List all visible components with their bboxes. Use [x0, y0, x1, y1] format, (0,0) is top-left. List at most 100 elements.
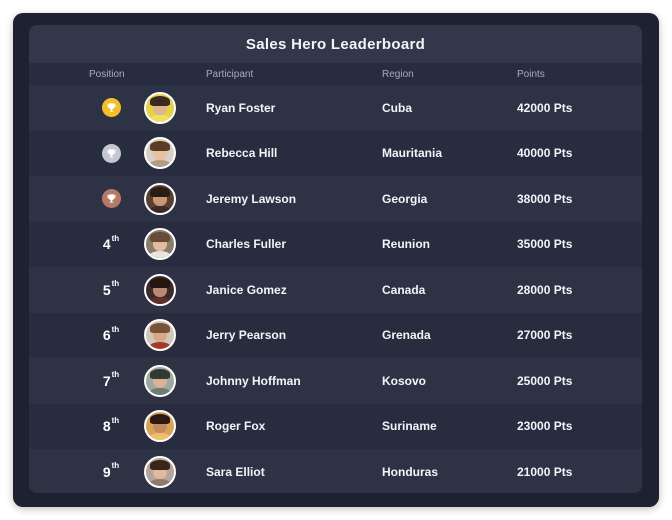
column-header-position[interactable]: Position — [89, 69, 125, 80]
table-row[interactable]: Rebecca Hill Mauritania 40000 Pts — [29, 130, 642, 177]
avatar[interactable] — [144, 364, 176, 397]
rank-number: 9th — [102, 461, 119, 480]
trophy-icon — [106, 193, 117, 204]
region-value: Reunion — [382, 237, 430, 252]
avatar-body — [148, 342, 172, 350]
points-value: 35000 Pts — [517, 237, 573, 252]
region-value: Canada — [382, 282, 426, 297]
table-row[interactable]: Ryan Foster Cuba 42000 Pts — [29, 85, 642, 131]
rank-value: 8 — [102, 418, 111, 435]
region-value: Georgia — [382, 191, 428, 206]
table-row[interactable]: Jeremy Lawson Georgia 38000 Pts — [29, 176, 642, 222]
participant-name[interactable]: Ryan Foster — [206, 100, 276, 115]
rank-suffix: th — [111, 233, 120, 243]
participant-name[interactable]: Rebecca Hill — [206, 146, 278, 161]
position-cell: 5th — [81, 267, 141, 313]
avatar[interactable] — [144, 273, 176, 306]
participant-name[interactable]: Johnny Hoffman — [206, 373, 301, 388]
table-row[interactable]: 6th Jerry Pearson Grenada 27000 Pts — [29, 312, 642, 359]
avatar[interactable] — [144, 137, 176, 170]
position-cell: 4th — [81, 222, 141, 268]
avatar-cell — [143, 267, 177, 313]
participant-name[interactable]: Jerry Pearson — [206, 328, 287, 343]
table-row[interactable]: 5th Janice Gomez Canada 28000 Pts — [29, 267, 642, 313]
page-title: Sales Hero Leaderboard — [245, 35, 426, 53]
rank-number: 4th — [102, 233, 120, 253]
avatar-hair — [150, 277, 170, 288]
avatar-body — [148, 251, 172, 259]
avatar[interactable] — [144, 410, 176, 443]
trophy-icon — [106, 102, 117, 113]
rank-value: 5 — [102, 281, 111, 298]
rank-value: 7 — [102, 372, 111, 389]
gold-medal — [101, 98, 121, 118]
avatar-hair — [150, 186, 170, 197]
rank-number: 7th — [102, 370, 120, 389]
column-header-points[interactable]: Points — [517, 69, 545, 80]
avatar-cell — [143, 222, 177, 268]
avatar-hair — [150, 414, 170, 425]
participant-name[interactable]: Charles Fuller — [206, 237, 287, 252]
column-header-region[interactable]: Region — [382, 69, 414, 80]
avatar-hair — [150, 368, 170, 379]
points-value: 38000 Pts — [517, 191, 573, 206]
avatar-hair — [150, 95, 170, 106]
column-header-participant[interactable]: Participant — [206, 69, 254, 80]
avatar[interactable] — [144, 228, 176, 261]
table-row[interactable]: 7th Johnny Hoffman Kosovo 25000 Pts — [29, 358, 642, 404]
participant-name[interactable]: Roger Fox — [206, 419, 266, 434]
avatar-hair — [150, 323, 170, 334]
rank-number: 5th — [102, 279, 119, 298]
avatar-cell — [143, 404, 177, 450]
rank-value: 6 — [102, 327, 111, 344]
position-cell — [81, 85, 141, 131]
table-row[interactable]: 4th Charles Fuller Reunion 35000 Pts — [29, 221, 642, 268]
region-value: Suriname — [382, 419, 437, 434]
avatar-cell — [143, 358, 177, 404]
participant-name[interactable]: Sara Elliot — [206, 464, 265, 479]
region-value: Honduras — [382, 464, 439, 479]
avatar-cell — [143, 313, 177, 359]
avatar-body — [148, 387, 172, 395]
avatar-body — [148, 114, 172, 122]
avatar-body — [148, 160, 172, 168]
rank-suffix: th — [111, 370, 120, 380]
table-row[interactable]: 9th Sara Elliot Honduras 21000 Pts — [29, 449, 642, 493]
rank-suffix: th — [111, 324, 120, 334]
avatar-body — [148, 433, 172, 441]
avatar-hair — [150, 459, 170, 470]
points-value: 40000 Pts — [517, 146, 573, 161]
rank-value: 9 — [102, 463, 111, 480]
rank-value: 4 — [102, 236, 111, 253]
points-value: 23000 Pts — [517, 419, 573, 434]
participant-name[interactable]: Jeremy Lawson — [206, 191, 297, 206]
rank-suffix: th — [111, 415, 120, 425]
avatar[interactable] — [144, 319, 176, 352]
bronze-medal — [101, 189, 121, 209]
avatar[interactable] — [144, 455, 176, 488]
position-cell: 8th — [81, 404, 141, 450]
avatar-cell — [143, 131, 177, 177]
region-value: Kosovo — [382, 373, 427, 388]
avatar-cell — [143, 449, 177, 493]
region-value: Grenada — [382, 328, 431, 343]
points-value: 28000 Pts — [517, 282, 573, 297]
avatar-body — [148, 205, 172, 213]
table-row[interactable]: 8th Roger Fox Suriname 23000 Pts — [29, 403, 642, 450]
avatar[interactable] — [144, 182, 176, 215]
avatar-hair — [150, 232, 170, 243]
points-value: 21000 Pts — [517, 464, 573, 479]
points-value: 42000 Pts — [517, 100, 573, 115]
leaderboard-card: Sales Hero Leaderboard Position Particip… — [29, 25, 642, 493]
position-cell — [81, 176, 141, 222]
avatar-body — [148, 478, 172, 486]
avatar-hair — [150, 141, 170, 152]
position-cell: 7th — [81, 358, 141, 404]
avatar[interactable] — [144, 91, 176, 124]
silver-medal — [101, 143, 121, 163]
avatar-body — [148, 296, 172, 304]
table-header: Position Participant Region Points — [29, 63, 642, 85]
region-value: Mauritania — [382, 146, 443, 161]
position-cell: 6th — [81, 313, 141, 359]
participant-name[interactable]: Janice Gomez — [206, 282, 287, 297]
